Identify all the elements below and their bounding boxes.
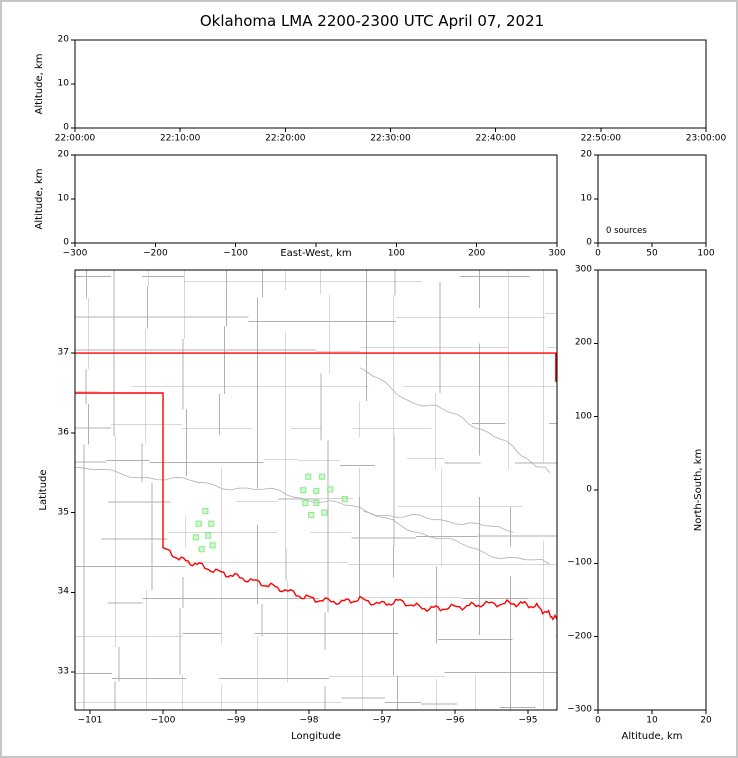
figure-title: Oklahoma LMA 2200-2300 UTC April 07, 202… — [199, 12, 545, 30]
tick-label: −300 — [567, 704, 592, 715]
station-marker — [319, 473, 326, 480]
tick-label: 100 — [387, 248, 405, 259]
river-line — [75, 467, 514, 533]
tick-label: 23:00:00 — [685, 133, 727, 144]
tick-label: −100 — [150, 715, 176, 726]
tick-label: −96 — [445, 715, 465, 726]
tick-label: 200 — [574, 337, 592, 348]
tick-label: 0 — [63, 122, 69, 133]
tick-label: 22:10:00 — [159, 133, 201, 144]
tick-label: 10 — [57, 78, 69, 89]
station-marker — [208, 520, 215, 527]
ew-panel-xlabel: East-West, km — [280, 248, 352, 259]
tick-label: 34 — [57, 586, 69, 597]
tick-label: 0 — [586, 484, 592, 495]
sources-count-annotation: 0 sources — [606, 226, 647, 236]
tick-label: −100 — [567, 557, 592, 568]
map-frame — [74, 269, 558, 711]
tick-label: −95 — [518, 715, 538, 726]
map-ylabel: Latitude — [38, 469, 49, 511]
tick-label: −100 — [223, 248, 249, 259]
panel-plan-view — [74, 269, 558, 711]
state-border-red-river — [162, 546, 557, 621]
county-lines — [75, 270, 557, 710]
station-marker — [321, 509, 328, 516]
station-marker — [341, 495, 348, 503]
station-marker — [205, 532, 212, 539]
station-marker — [305, 473, 312, 480]
tick-label: 22:40:00 — [475, 133, 516, 144]
tick-label: 22:00:00 — [54, 133, 96, 144]
tick-label: −200 — [567, 631, 592, 642]
tick-label: 20 — [580, 149, 592, 160]
tick-label: 100 — [697, 248, 715, 259]
tick-label: 50 — [646, 248, 658, 259]
tick-label: 37 — [57, 347, 69, 358]
tick-label: 20 — [700, 715, 712, 726]
station-marker — [195, 520, 202, 527]
panel-ew-height — [74, 154, 558, 244]
time-panel-ylabel: Altitude, km — [34, 53, 45, 115]
tick-label: 0 — [586, 237, 592, 248]
tick-label: −200 — [142, 248, 168, 259]
panel-ns-height — [597, 269, 707, 711]
tick-label: 0 — [595, 248, 601, 259]
tick-label: −99 — [226, 715, 246, 726]
map-xlabel: Longitude — [291, 731, 341, 742]
map-layer — [75, 270, 557, 710]
tick-label: 20 — [57, 149, 69, 160]
tick-label: 10 — [57, 193, 69, 204]
tick-label: −98 — [299, 715, 319, 726]
tick-label: −101 — [77, 715, 103, 726]
station-marker — [300, 487, 307, 494]
ns-panel-xlabel: Altitude, km — [621, 731, 683, 742]
tick-label: 0 — [63, 237, 69, 248]
ew-panel-ylabel: Altitude, km — [34, 168, 45, 230]
tick-label: 10 — [580, 193, 592, 204]
station-marker — [192, 534, 199, 541]
tick-label: 33 — [57, 666, 69, 677]
ns-panel-ylabel: North-South, km — [693, 448, 704, 532]
station-marker — [209, 542, 216, 549]
panel-source-histogram — [597, 154, 707, 244]
river-line — [359, 367, 551, 473]
tick-label: 20 — [57, 34, 69, 45]
station-marker — [202, 507, 209, 515]
tick-label: 200 — [468, 248, 486, 259]
tick-label: −300 — [62, 248, 88, 259]
tick-label: 300 — [574, 264, 592, 275]
river-line — [363, 510, 551, 565]
tick-label: 100 — [574, 411, 592, 422]
tick-label: 22:30:00 — [370, 133, 411, 144]
tick-label: 0 — [595, 715, 601, 726]
tick-label: 22:50:00 — [580, 133, 622, 144]
station-marker — [302, 499, 309, 507]
tick-label: 10 — [646, 715, 658, 726]
panel-time-height — [74, 39, 707, 129]
station-marker — [327, 486, 334, 493]
station-marker — [313, 487, 320, 495]
tick-label: 35 — [57, 507, 69, 518]
station-marker — [198, 546, 205, 553]
tick-label: 300 — [548, 248, 566, 259]
station-marker — [308, 511, 315, 519]
tick-label: 36 — [57, 427, 69, 438]
tick-label: −97 — [372, 715, 392, 726]
station-marker — [313, 499, 320, 507]
tick-label: 22:20:00 — [265, 133, 306, 144]
state-border-panhandle — [75, 392, 164, 549]
